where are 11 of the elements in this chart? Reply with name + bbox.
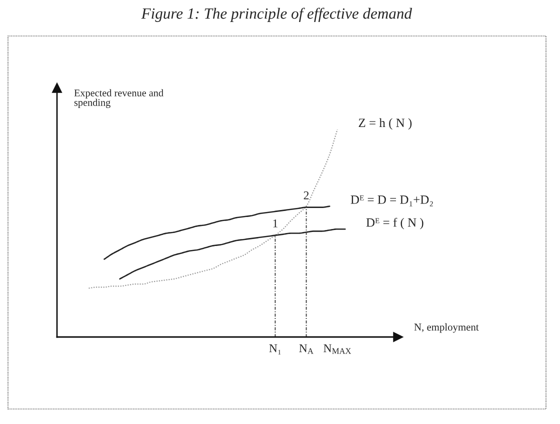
- series-label: Dᴱ = D = D₁+D₂: [350, 195, 433, 206]
- x-tick-label: N$_{MAX}$: [324, 344, 352, 354]
- series-label: Z = h ( N ): [358, 118, 412, 130]
- annotation: 2: [304, 191, 309, 200]
- x-tick-label: N₁: [269, 344, 281, 354]
- annotation: 1: [273, 219, 278, 228]
- chart-title: Figure 1: The principle of effective demand: [141, 8, 412, 22]
- text: N, employment: [414, 323, 479, 333]
- x-tick-label: N$_{A}$: [299, 344, 314, 354]
- series-label: Dᴱ = f ( N ): [366, 218, 424, 230]
- y-axis-title: Expected revenue and spending: [74, 89, 164, 108]
